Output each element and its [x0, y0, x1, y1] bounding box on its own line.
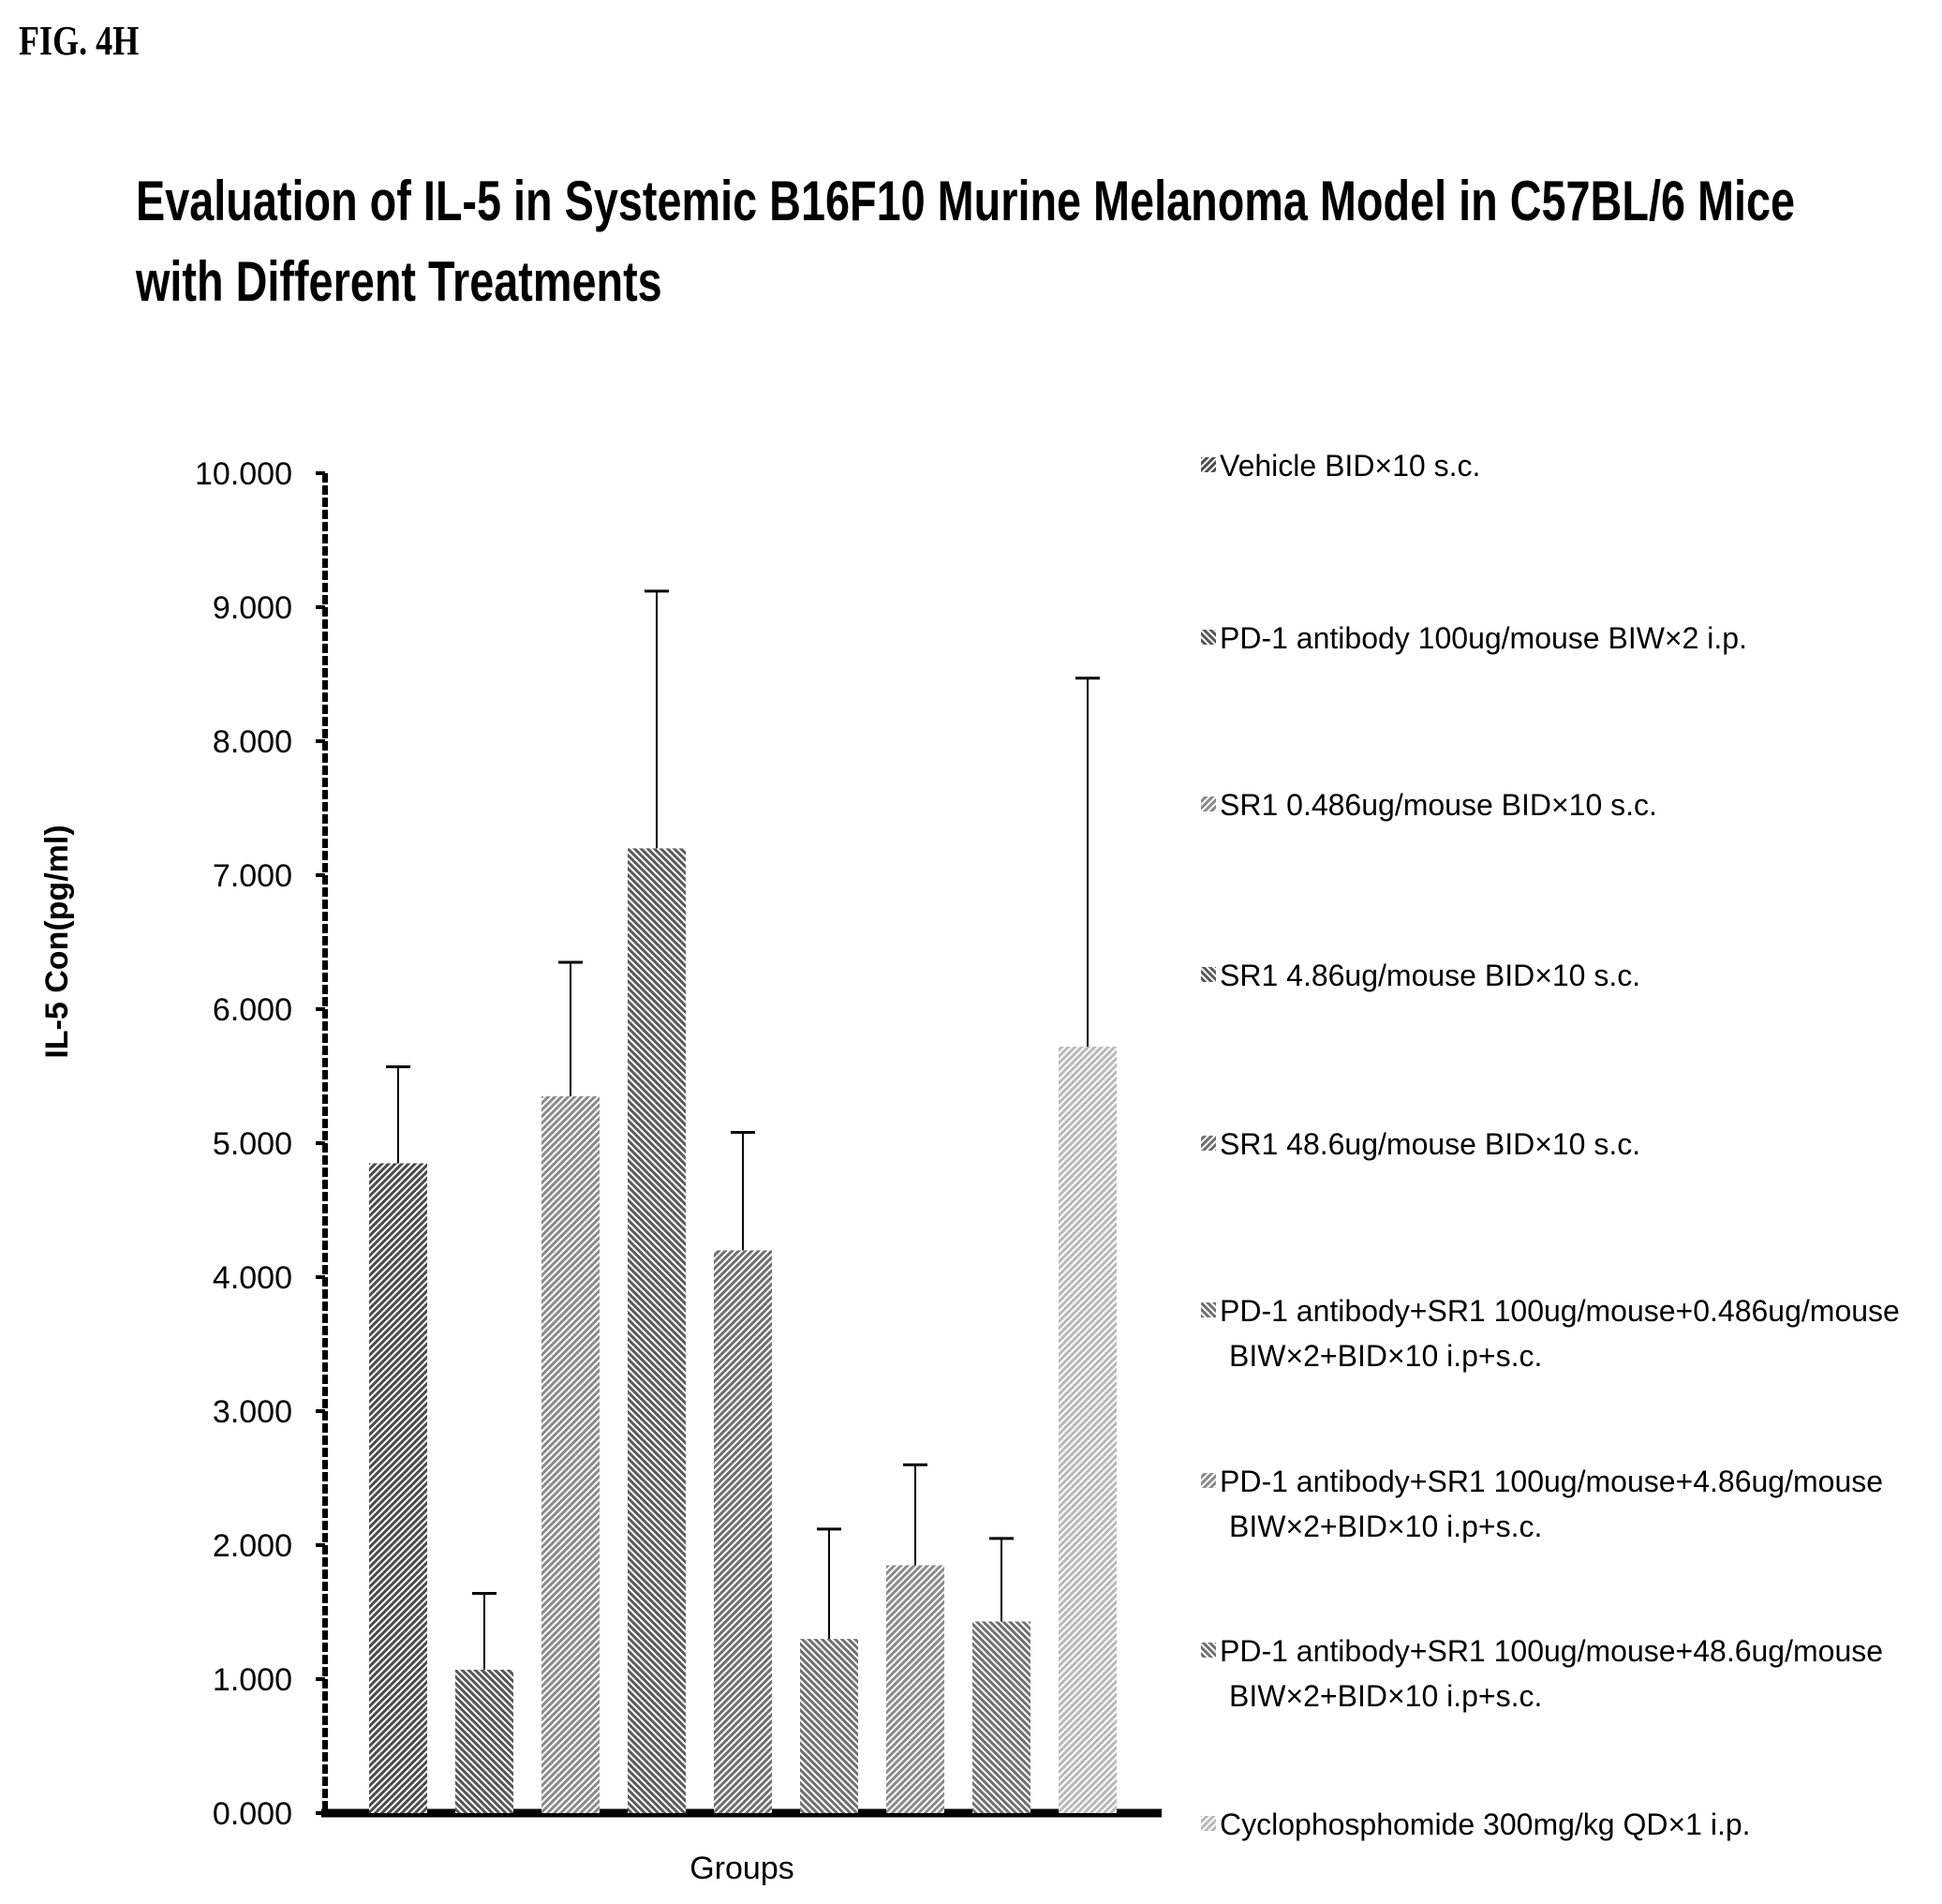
x-axis-title: Groups [689, 1851, 794, 1886]
bar [800, 1639, 858, 1813]
legend-label: SR1 0.486ug/mouse BID×10 s.c. [1220, 788, 1657, 822]
figure-label: FIG. 4H [19, 18, 140, 64]
bars [369, 589, 1117, 1813]
legend-label: PD-1 antibody+SR1 100ug/mouse+0.486ug/mo… [1220, 1294, 1900, 1373]
bar [1059, 1047, 1117, 1813]
legend-swatch [1201, 967, 1216, 982]
legend-label: PD-1 antibody 100ug/mouse BIW×2 i.p. [1220, 621, 1747, 655]
legend: Vehicle BID×10 s.c. PD-1 antibody 100ug/m… [1201, 449, 1900, 1841]
y-tick-label: 9.000 [213, 590, 292, 626]
legend-label: PD-1 antibody+SR1 100ug/mouse+4.86ug/mou… [1220, 1465, 1883, 1543]
bar [455, 1669, 513, 1813]
bar [886, 1565, 944, 1813]
y-tick-label: 6.000 [213, 992, 292, 1028]
legend-swatch [1201, 1473, 1216, 1488]
legend-swatch [1201, 1302, 1216, 1317]
y-axis-title: IL-5 Con(pg/ml) [39, 825, 75, 1058]
y-tick-label: 3.000 [213, 1394, 292, 1430]
bar [972, 1621, 1030, 1813]
bar [628, 848, 686, 1813]
legend-label-line: BIW×2+BID×10 i.p+s.c. [1229, 1510, 1542, 1543]
legend-label-line: PD-1 antibody+SR1 100ug/mouse+48.6ug/mou… [1220, 1634, 1883, 1668]
y-tick-label: 2.000 [213, 1528, 292, 1564]
bar [541, 1095, 600, 1813]
bar [369, 1163, 427, 1813]
legend-label-line: PD-1 antibody+SR1 100ug/mouse+0.486ug/mo… [1220, 1294, 1900, 1328]
y-tick-label: 5.000 [213, 1126, 292, 1162]
legend-label: SR1 4.86ug/mouse BID×10 s.c. [1220, 959, 1640, 992]
legend-swatch [1201, 1136, 1216, 1151]
legend-swatch [1201, 1643, 1216, 1658]
legend-label-line: PD-1 antibody+SR1 100ug/mouse+4.86ug/mou… [1220, 1465, 1883, 1498]
legend-swatch [1201, 630, 1216, 645]
chart-title: Evaluation of IL-5 in Systemic B16F10 Mu… [136, 170, 1796, 313]
y-tick-label: 7.000 [213, 858, 292, 894]
legend-label: PD-1 antibody+SR1 100ug/mouse+48.6ug/mou… [1220, 1634, 1883, 1713]
bar [714, 1250, 772, 1813]
y-tick-label: 4.000 [213, 1260, 292, 1296]
y-tick-label: 0.000 [213, 1796, 292, 1832]
legend-swatch [1201, 1816, 1216, 1831]
y-tick-label: 1.000 [213, 1662, 292, 1698]
y-tick-labels: 0.000 1.000 2.000 3.000 4.000 5.000 6.000 7.000… [195, 456, 325, 1832]
legend-label: Cyclophosphomide 300mg/kg QD×1 i.p. [1220, 1807, 1751, 1841]
legend-label: Vehicle BID×10 s.c. [1220, 449, 1480, 483]
legend-swatch [1201, 796, 1216, 811]
legend-label: SR1 48.6ug/mouse BID×10 s.c. [1220, 1127, 1640, 1161]
legend-label-line: BIW×2+BID×10 i.p+s.c. [1229, 1679, 1542, 1713]
legend-swatch [1201, 457, 1216, 472]
y-tick-label: 10.000 [195, 456, 292, 492]
legend-label-line: BIW×2+BID×10 i.p+s.c. [1229, 1339, 1542, 1373]
y-tick-label: 8.000 [213, 724, 292, 760]
